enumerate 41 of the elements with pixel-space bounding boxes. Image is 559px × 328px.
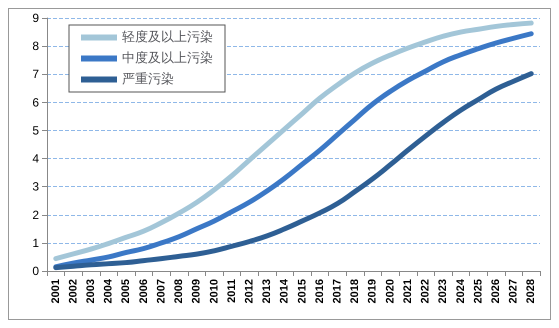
x-tick-label: 2001 <box>50 279 62 304</box>
x-tick-label: 2016 <box>314 279 326 304</box>
x-tick-label: 2027 <box>508 279 520 304</box>
x-tick-label: 2017 <box>332 279 344 304</box>
x-tick-label: 2020 <box>384 279 396 304</box>
legend-label: 中度及以上污染 <box>122 50 213 66</box>
x-tick-label: 2003 <box>85 279 98 304</box>
y-tick-label: 2 <box>32 208 40 222</box>
x-tick-label: 2013 <box>261 279 274 304</box>
x-tick-label: 2026 <box>490 279 502 304</box>
x-tick-label: 2024 <box>454 278 467 304</box>
legend-label: 严重污染 <box>122 72 174 87</box>
x-tick-label: 2006 <box>138 279 150 304</box>
y-tick-label: 6 <box>32 95 40 110</box>
x-tick-label: 2019 <box>366 279 379 304</box>
x-tick-label: 2002 <box>67 279 80 304</box>
x-tick-label: 2010 <box>208 279 220 304</box>
x-tick-label: 2014 <box>278 278 291 304</box>
x-tick-label: 2021 <box>402 279 414 304</box>
x-tick-label: 2009 <box>190 279 203 304</box>
x-tick-label: 2023 <box>437 279 450 304</box>
x-tick-label: 2015 <box>296 279 308 304</box>
x-tick-label: 2005 <box>120 279 132 304</box>
x-tick-label: 2028 <box>525 279 538 304</box>
x-tick-label: 2008 <box>173 279 186 304</box>
y-tick-label: 8 <box>32 39 40 54</box>
x-tick-label: 2011 <box>226 279 238 303</box>
x-tick-label: 2004 <box>102 278 115 304</box>
x-tick-label: 2022 <box>420 279 432 304</box>
y-tick-label: 1 <box>32 236 40 250</box>
y-tick-label: 4 <box>32 152 40 166</box>
x-tick-label: 2007 <box>155 279 168 304</box>
y-tick-label: 9 <box>32 11 40 25</box>
y-tick-label: 7 <box>32 67 40 82</box>
y-tick-label: 0 <box>32 264 40 278</box>
legend-label: 轻度及以上污染 <box>122 29 213 45</box>
y-tick-label: 5 <box>32 123 40 138</box>
y-tick-label: 3 <box>32 180 40 194</box>
x-tick-label: 2012 <box>243 279 256 304</box>
x-tick-label: 2025 <box>472 279 484 304</box>
x-tick-label: 2018 <box>349 279 362 304</box>
